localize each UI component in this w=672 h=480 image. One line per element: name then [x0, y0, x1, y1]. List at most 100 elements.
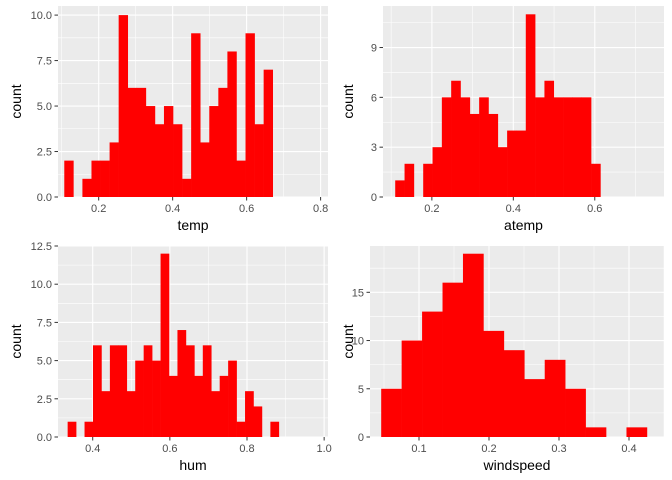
y-axis-title: count [8, 84, 24, 118]
histogram-bar [209, 106, 219, 197]
histogram-bar [154, 124, 165, 197]
histogram-bar [525, 14, 536, 197]
histogram-bar [135, 360, 144, 437]
histogram-bar [177, 330, 187, 437]
histogram-bar [227, 51, 237, 197]
histogram-bar [442, 282, 464, 437]
y-tick-label: 5.0 [37, 356, 52, 368]
y-tick-label: 0.0 [37, 192, 52, 204]
histogram-bar [202, 345, 212, 437]
x-axis-title: hum [179, 457, 206, 473]
y-tick-label: 2.5 [37, 394, 52, 406]
histogram-bar [236, 421, 246, 437]
x-tick-label: 1.0 [316, 443, 331, 455]
y-tick-label: 10 [352, 336, 364, 348]
histogram-bar [228, 360, 237, 437]
chart-panel-atemp: 0.2 0.4 0.6 0 3 6 9 atemp count [340, 6, 664, 233]
histogram-bar [109, 142, 119, 197]
y-tick-label: 2.5 [37, 147, 52, 159]
histogram-bar [507, 130, 517, 197]
histogram-bar [182, 178, 192, 197]
histogram-bar [91, 160, 101, 197]
histogram-bar [381, 388, 402, 437]
histogram-bar [572, 97, 583, 197]
histogram-bar [84, 421, 94, 437]
y-tick-label: 7.5 [37, 317, 52, 329]
histogram-bar [422, 311, 443, 437]
histogram-bar [263, 69, 274, 197]
x-axis-title: windspeed [483, 457, 551, 473]
x-tick-label: 0.8 [239, 443, 254, 455]
histogram-bar [423, 163, 433, 197]
y-tick-label: 0 [371, 192, 377, 204]
chart-panel-hum: 0.4 0.6 0.8 1.0 0.0 2.5 5.0 7.5 10.0 12.5 hum count [8, 241, 332, 473]
x-tick-label: 0.2 [91, 203, 106, 215]
x-tick-label: 0.3 [551, 443, 566, 455]
histogram-bar [152, 360, 161, 437]
histogram-bar [544, 80, 555, 197]
y-tick-label: 10.0 [31, 279, 52, 291]
histogram-bar [245, 391, 254, 437]
histogram-bar [270, 421, 280, 437]
histogram-bar [535, 97, 545, 197]
histogram-bar [451, 80, 461, 197]
y-tick-label: 5.0 [37, 101, 52, 113]
y-tick-label: 5 [358, 384, 364, 396]
histogram-bar [401, 340, 423, 437]
histogram-bar [143, 345, 153, 437]
histogram-bar [185, 345, 195, 437]
x-tick-label: 0.4 [621, 443, 636, 455]
histogram-bar [82, 178, 92, 197]
histogram-bar [118, 15, 129, 197]
x-axis-title: temp [177, 217, 208, 233]
x-tick-label: 0.6 [239, 203, 254, 215]
histogram-bar [432, 147, 443, 197]
histogram-bar [194, 375, 204, 437]
histogram-bar [585, 427, 607, 437]
histogram-bar [118, 345, 128, 437]
histogram-bar [404, 163, 415, 197]
histogram-bar [469, 113, 480, 197]
y-tick-label: 9 [371, 43, 377, 55]
histogram-bar [127, 87, 138, 197]
y-axis-title: count [340, 324, 356, 358]
histogram-bar [565, 388, 586, 437]
histogram-bar [253, 406, 263, 437]
histogram-bar [126, 391, 136, 437]
chart-panel-windspeed: 0.1 0.2 0.3 0.4 0 5 10 15 windspeed count [340, 246, 665, 473]
y-tick-label: 10.0 [31, 10, 52, 22]
histogram-bar [64, 160, 74, 197]
histogram-bar [626, 427, 648, 437]
histogram-bar [503, 350, 525, 437]
histogram-bar [163, 106, 174, 197]
histogram-bar [544, 359, 566, 437]
histogram-bar [67, 421, 77, 437]
y-tick-label: 15 [352, 287, 364, 299]
histogram-bar [516, 130, 527, 197]
histogram-bar [109, 345, 119, 437]
histogram-bar [395, 180, 405, 197]
histogram-bar [497, 147, 508, 197]
histogram-bar [563, 97, 573, 197]
histogram-bar [173, 124, 183, 197]
histogram-bar [218, 87, 228, 197]
histogram-bar [441, 97, 452, 197]
y-tick-label: 12.5 [31, 241, 52, 253]
y-tick-label: 0 [358, 432, 364, 444]
histogram-bar [101, 391, 111, 437]
histogram-bar [462, 253, 484, 437]
histogram-bar [169, 375, 178, 437]
histogram-bar [236, 160, 246, 197]
x-tick-label: 0.8 [313, 203, 328, 215]
x-tick-label: 0.1 [411, 443, 426, 455]
x-axis-title: atemp [504, 217, 543, 233]
x-tick-label: 0.6 [587, 203, 602, 215]
histogram-bar [160, 253, 170, 437]
histogram-bar [100, 160, 110, 197]
y-tick-label: 3 [371, 142, 377, 154]
y-axis-title: count [8, 324, 24, 358]
histogram-bar [460, 97, 471, 197]
histogram-bar [479, 97, 489, 197]
histogram-bar [524, 379, 546, 437]
x-tick-label: 0.6 [162, 443, 177, 455]
